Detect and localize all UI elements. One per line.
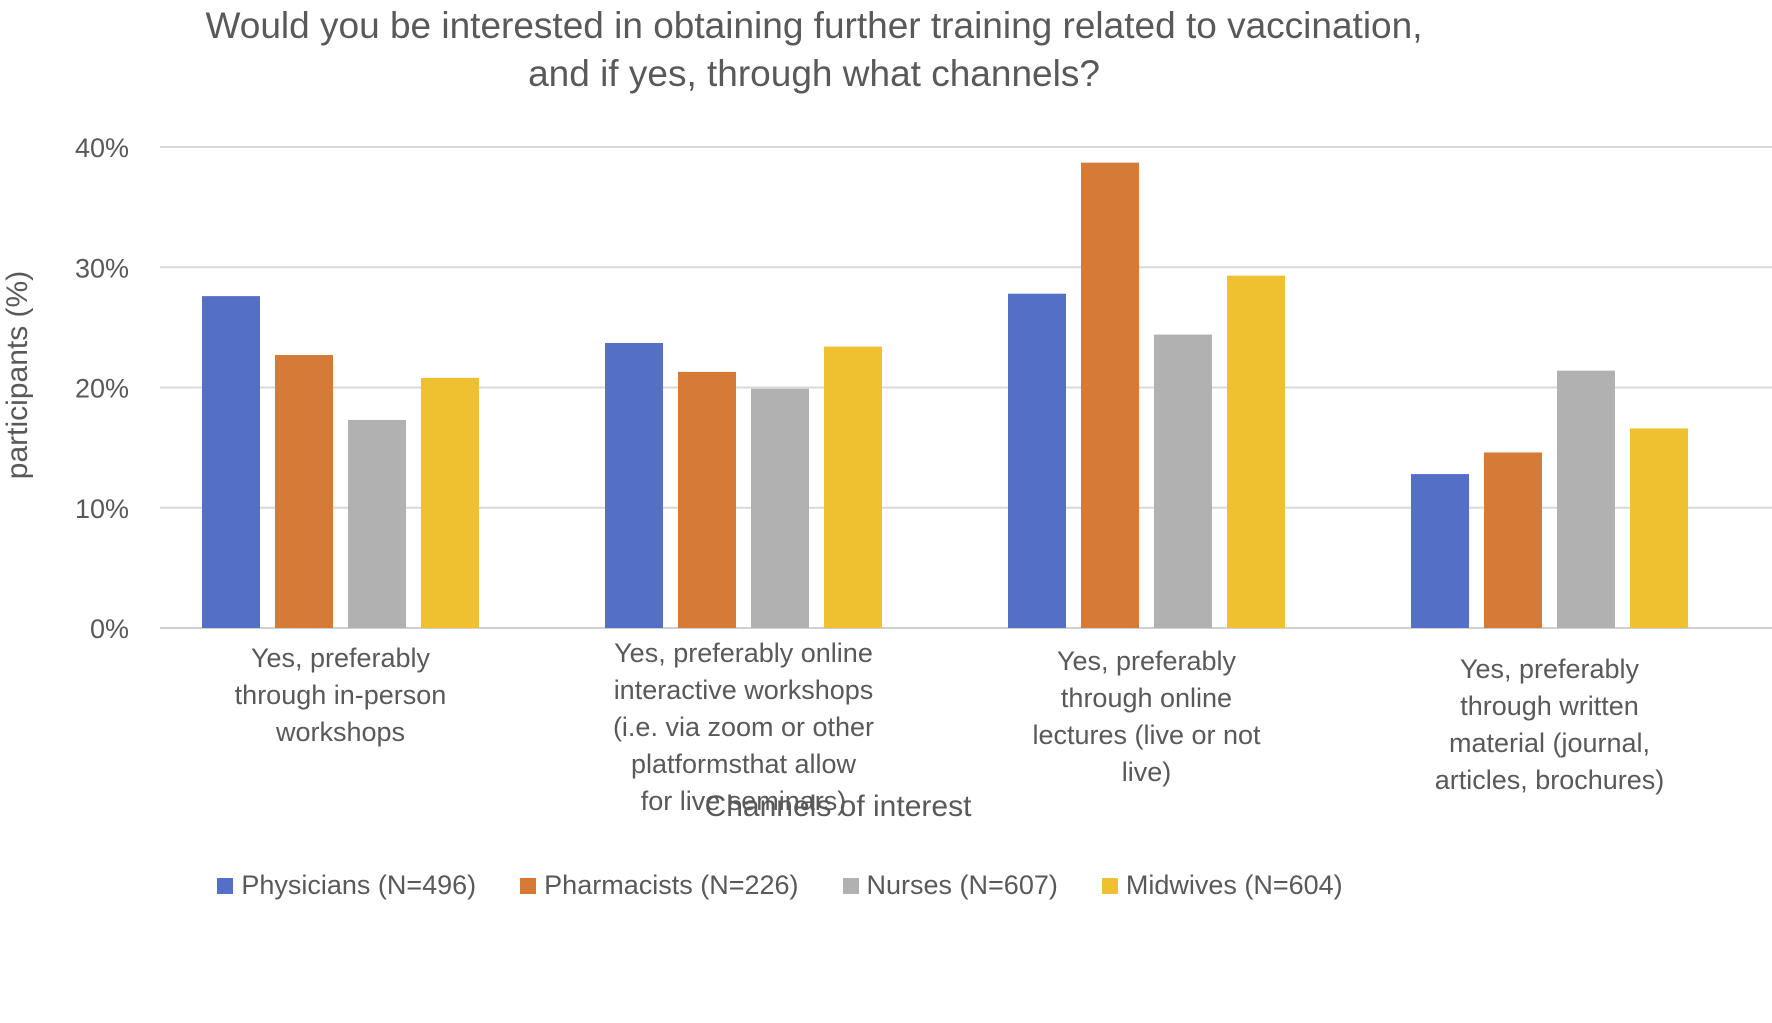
category-label-line: Yes, preferably <box>1459 654 1640 684</box>
legend-swatch <box>217 877 234 894</box>
category-label-line: through written <box>1460 691 1639 721</box>
chart-title-line-2: and if yes, through what channels? <box>528 53 1100 94</box>
category-label: Yes, preferably through written material (… <box>1380 651 1720 799</box>
bar-2-4 <box>1484 452 1542 628</box>
bar-3-1 <box>348 419 406 628</box>
bar-2-2 <box>678 371 736 628</box>
legend: Physicians (N=496) Pharmacists (N=226) Nur… <box>0 870 1772 901</box>
category-label: Yes, preferably through in-person workshop… <box>171 640 511 751</box>
category-label-line: material (journal, <box>1448 728 1651 758</box>
bar-3-2 <box>751 388 809 628</box>
bar-4-3 <box>1227 275 1285 628</box>
category-label-line: platformsthat allow <box>630 749 857 779</box>
x-axis-label: Channels of interest <box>704 790 972 823</box>
legend-item: Midwives (N=604) <box>1101 870 1343 901</box>
category-label-line: (i.e. via zoom or other <box>612 712 875 742</box>
category-label-line: live) <box>1121 757 1172 787</box>
category-label: Yes, preferably online interactive worksh… <box>574 635 914 820</box>
bar-4-2 <box>824 346 882 628</box>
y-tick-label: 10% <box>75 494 129 524</box>
legend-item: Pharmacists (N=226) <box>520 870 799 901</box>
bar-4-1 <box>421 377 479 628</box>
category-label-line: workshops <box>275 717 406 747</box>
bar-2-1 <box>275 355 333 628</box>
y-tick-label: 0% <box>90 614 129 644</box>
category-label-line: articles, brochures) <box>1434 765 1665 795</box>
legend-label: Physicians (N=496) <box>241 870 477 900</box>
legend-swatch <box>520 877 537 894</box>
category-label-line: lectures (live or not <box>1032 720 1261 750</box>
category-label: Yes, preferably through online lectures (l… <box>977 643 1317 791</box>
bar-3-3 <box>1154 334 1212 628</box>
y-axis-label: participants (%) <box>1 270 34 480</box>
legend-swatch <box>1101 877 1118 894</box>
legend-item: Nurses (N=607) <box>842 870 1058 901</box>
category-label-line: Yes, preferably <box>250 643 431 673</box>
category-label-line: through in-person <box>234 680 447 710</box>
bar-1-1 <box>202 296 260 628</box>
chart-title-line-1: Would you be interested in obtaining fur… <box>205 5 1423 46</box>
category-label-line: through online <box>1060 683 1233 713</box>
bar-1-2 <box>605 343 663 628</box>
bar-1-3 <box>1008 293 1066 628</box>
legend-label: Pharmacists (N=226) <box>544 870 799 900</box>
category-label-line: Yes, preferably <box>1056 646 1237 676</box>
bar-4-4 <box>1630 428 1688 628</box>
legend-label: Nurses (N=607) <box>866 870 1058 900</box>
bar-3-4 <box>1557 370 1615 628</box>
category-label-line: Yes, preferably online <box>614 638 873 668</box>
chart-title: Would you be interested in obtaining fur… <box>0 2 1628 98</box>
y-tick-label: 40% <box>75 133 129 163</box>
bar-2-3 <box>1081 162 1139 628</box>
category-label-line: interactive workshops <box>613 675 874 705</box>
y-tick-label: 30% <box>75 253 129 283</box>
legend-label: Midwives (N=604) <box>1125 870 1343 900</box>
category-label-line: for live seminars) <box>640 786 847 816</box>
legend-swatch <box>842 877 859 894</box>
y-tick-label: 20% <box>75 374 129 404</box>
bar-1-4 <box>1411 474 1469 628</box>
legend-item: Physicians (N=496) <box>217 870 476 901</box>
